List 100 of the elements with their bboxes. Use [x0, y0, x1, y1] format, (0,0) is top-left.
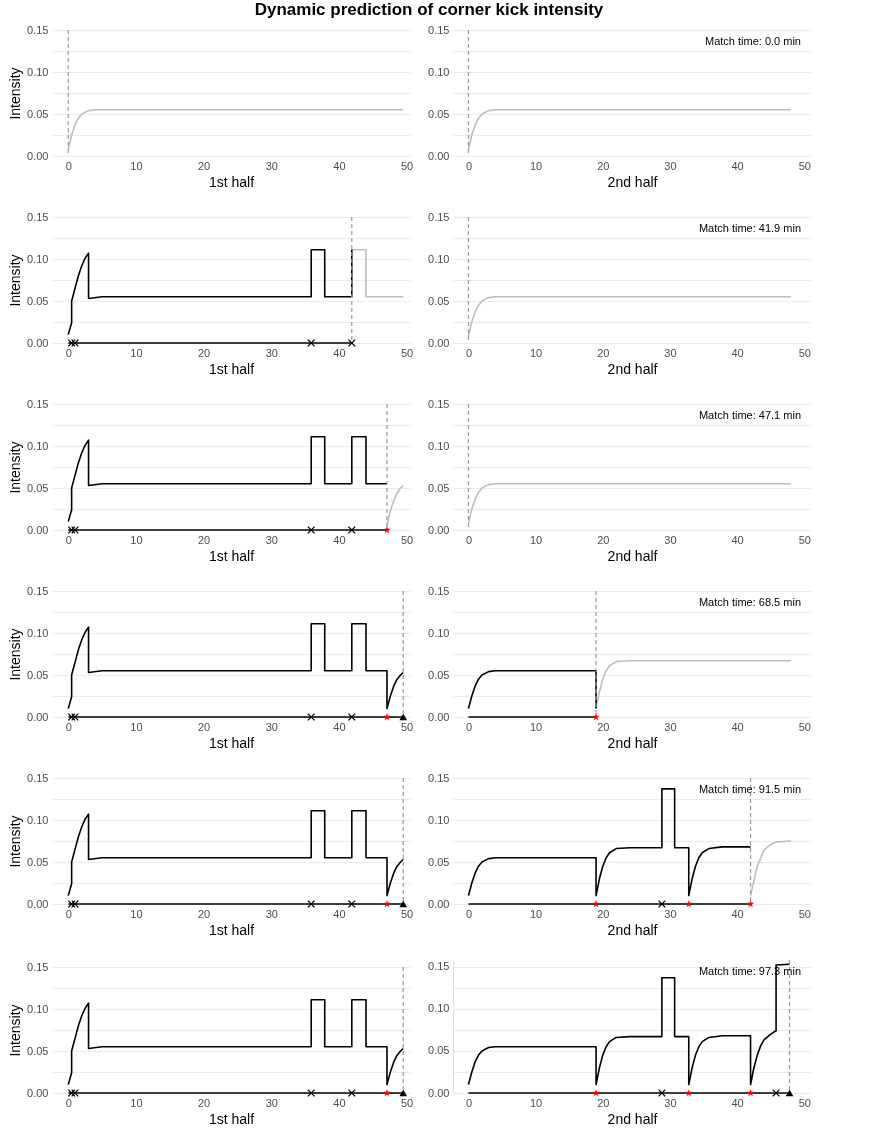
- x-axis-title: 1st half: [208, 1110, 255, 1127]
- x-tick-label: 50: [400, 533, 414, 546]
- x-tick-label: 30: [265, 159, 278, 172]
- x-tick-label: 0: [465, 1096, 473, 1109]
- x-tick-label: 30: [265, 720, 278, 733]
- x-tick-label: 10: [130, 1096, 143, 1109]
- y-tick-label: 0.10: [428, 626, 450, 639]
- x-tick-label: 30: [265, 1096, 278, 1109]
- x-tick-label: 10: [130, 159, 143, 172]
- x-tick-label: 50: [400, 346, 414, 359]
- line-series: [749, 840, 792, 897]
- y-tick-label: 0.05: [428, 1044, 450, 1057]
- y-tick-label: 0.15: [428, 23, 450, 36]
- y-axis-title: Intensity: [7, 815, 24, 868]
- y-tick-label: 0.10: [27, 439, 49, 452]
- x-tick-label: 40: [333, 907, 346, 920]
- x-tick-label: 50: [798, 720, 811, 733]
- x-tick-label: 50: [400, 907, 414, 920]
- y-tick-label: 0.15: [428, 397, 450, 410]
- annotation: Match time: 47.1 min: [698, 409, 801, 421]
- x-tick-label: 20: [597, 159, 610, 172]
- x-tick-label: 30: [664, 533, 677, 546]
- x-tick-label: 50: [400, 720, 414, 733]
- y-axis-title: Intensity: [7, 254, 24, 307]
- y-tick-label: 0.15: [27, 584, 49, 597]
- x-axis-title: 2nd half: [607, 921, 658, 938]
- x-tick-label: 0: [465, 159, 473, 172]
- y-tick-label: 0.15: [27, 23, 49, 36]
- x-tick-label: 40: [731, 346, 744, 359]
- x-tick-label: 0: [65, 533, 72, 546]
- x-tick-label: 30: [265, 533, 278, 546]
- y-tick-label: 0.10: [428, 813, 450, 826]
- y-tick-label: 0.00: [428, 149, 450, 162]
- annotation: Match time: 41.9 min: [698, 222, 801, 234]
- x-tick-label: 10: [529, 1096, 543, 1109]
- x-tick-label: 10: [529, 346, 543, 359]
- x-axis-title: 2nd half: [607, 734, 658, 751]
- y-axis-title: Intensity: [7, 441, 24, 494]
- y-tick-label: 0.10: [428, 65, 450, 78]
- x-tick-label: 30: [265, 907, 278, 920]
- chart-title: Dynamic prediction of corner kick intensity: [253, 0, 605, 20]
- x-tick-label: 40: [731, 907, 744, 920]
- x-tick-label: 0: [65, 907, 72, 920]
- line-series: [467, 109, 792, 151]
- y-tick-label: 0.05: [428, 294, 450, 307]
- y-tick-label: 0.00: [27, 336, 49, 349]
- y-tick-label: 0.10: [27, 626, 49, 639]
- x-tick-label: 40: [731, 159, 744, 172]
- x-tick-label: 50: [400, 159, 414, 172]
- x-tick-label: 0: [465, 533, 473, 546]
- line-series: [467, 296, 792, 338]
- y-tick-label: 0.05: [27, 1044, 49, 1057]
- x-tick-label: 0: [465, 346, 473, 359]
- y-tick-label: 0.05: [27, 481, 49, 494]
- y-axis-title: Intensity: [7, 1004, 24, 1057]
- y-tick-label: 0.05: [428, 107, 450, 120]
- x-axis-title: 2nd half: [607, 173, 658, 190]
- y-tick-label: 0.00: [428, 336, 450, 349]
- x-tick-label: 0: [465, 720, 473, 733]
- x-tick-label: 0: [465, 907, 473, 920]
- x-tick-label: 20: [597, 346, 610, 359]
- y-tick-label: 0.00: [428, 523, 450, 536]
- y-tick-label: 0.15: [27, 397, 49, 410]
- y-tick-label: 0.10: [428, 439, 450, 452]
- y-tick-label: 0.10: [27, 65, 49, 78]
- x-tick-label: 30: [664, 1096, 677, 1109]
- x-tick-label: 50: [798, 1096, 811, 1109]
- line-series: [467, 670, 597, 710]
- x-tick-label: 40: [333, 720, 346, 733]
- x-tick-label: 10: [529, 159, 543, 172]
- x-tick-label: 10: [130, 720, 143, 733]
- x-tick-label: 50: [798, 346, 811, 359]
- y-tick-label: 0.15: [428, 210, 450, 223]
- x-tick-label: 20: [197, 720, 211, 733]
- y-tick-label: 0.10: [27, 252, 49, 265]
- x-tick-label: 0: [65, 720, 72, 733]
- x-axis-title: 1st half: [208, 547, 255, 564]
- x-tick-label: 0: [65, 346, 72, 359]
- x-tick-label: 10: [130, 346, 143, 359]
- y-tick-label: 0.00: [27, 897, 49, 910]
- annotation: Match time: 68.5 min: [698, 596, 801, 608]
- y-tick-label: 0.00: [27, 1086, 49, 1099]
- x-tick-label: 50: [400, 1096, 414, 1109]
- y-tick-label: 0.05: [428, 481, 450, 494]
- y-tick-label: 0.00: [428, 1086, 450, 1099]
- x-axis-title: 1st half: [208, 734, 255, 751]
- x-tick-label: 40: [333, 1096, 346, 1109]
- y-tick-label: 0.15: [27, 771, 49, 784]
- y-tick-label: 0.15: [428, 584, 450, 597]
- y-tick-label: 0.00: [27, 149, 49, 162]
- y-tick-label: 0.10: [27, 813, 49, 826]
- x-tick-label: 50: [798, 907, 811, 920]
- x-axis-title: 1st half: [208, 173, 255, 190]
- y-tick-label: 0.10: [428, 1002, 450, 1015]
- y-tick-label: 0.05: [27, 294, 49, 307]
- x-tick-label: 20: [597, 533, 610, 546]
- x-tick-label: 20: [197, 907, 211, 920]
- y-tick-label: 0.05: [27, 668, 49, 681]
- y-axis-title: Intensity: [7, 67, 24, 120]
- x-tick-label: 10: [529, 907, 543, 920]
